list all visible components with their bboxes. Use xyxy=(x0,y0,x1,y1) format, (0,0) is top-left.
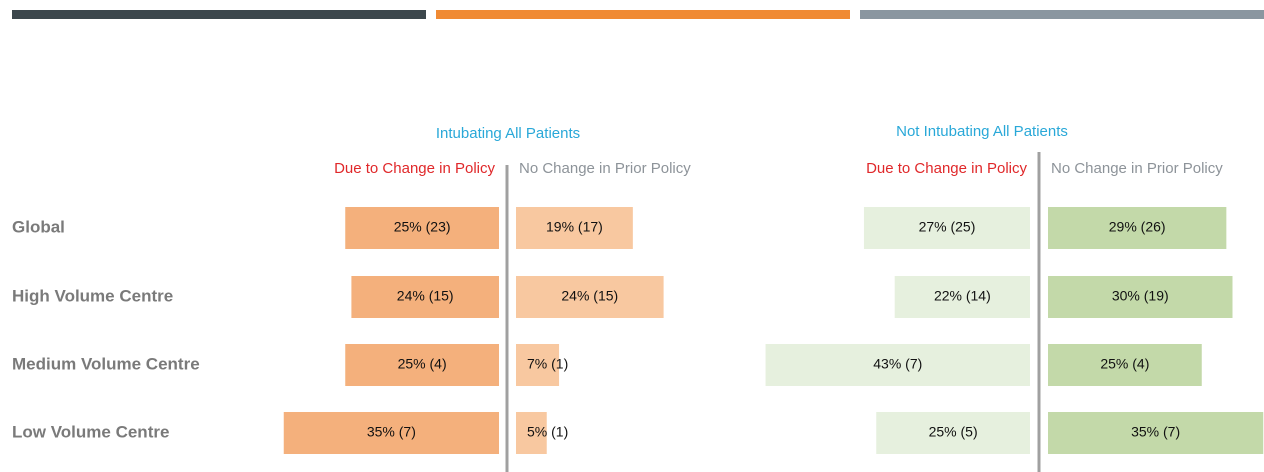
bar xyxy=(1048,207,1227,249)
bar xyxy=(516,276,664,318)
value-label: 25% (4) xyxy=(398,356,447,372)
value-label: 29% (26) xyxy=(1109,219,1166,235)
group-title: Not Intubating All Patients xyxy=(896,123,1068,140)
category-label: Low Volume Centre xyxy=(12,422,169,441)
category-label: Global xyxy=(12,217,65,236)
bar xyxy=(516,412,547,454)
bar xyxy=(516,344,560,386)
bar xyxy=(863,207,1030,249)
bar xyxy=(765,344,1030,386)
value-label: 25% (23) xyxy=(394,219,451,235)
bar xyxy=(876,412,1030,454)
value-label: 35% (7) xyxy=(367,424,416,440)
value-label: 22% (14) xyxy=(934,288,991,304)
header-bar xyxy=(860,10,1264,19)
value-label: 35% (7) xyxy=(1131,424,1180,440)
value-label: 25% (5) xyxy=(929,424,978,440)
value-label: 30% (19) xyxy=(1112,288,1169,304)
bar xyxy=(351,276,499,318)
bar xyxy=(345,344,499,386)
value-label: 27% (25) xyxy=(919,219,976,235)
header-bar xyxy=(12,10,426,19)
series-label: No Change in Prior Policy xyxy=(1051,160,1223,177)
value-label: 24% (15) xyxy=(561,288,618,304)
bar xyxy=(516,207,633,249)
category-label: High Volume Centre xyxy=(12,286,173,305)
series-label: Due to Change in Policy xyxy=(866,160,1027,177)
value-label: 25% (4) xyxy=(1100,356,1149,372)
category-label: Medium Volume Centre xyxy=(12,354,200,373)
bar xyxy=(283,412,499,454)
bar xyxy=(1048,344,1202,386)
series-label: Due to Change in Policy xyxy=(334,160,495,177)
bar xyxy=(894,276,1030,318)
header-bar xyxy=(436,10,850,19)
value-label: 24% (15) xyxy=(397,288,454,304)
bar xyxy=(1048,412,1264,454)
value-label: 7% (1) xyxy=(527,356,568,372)
value-label: 5% (1) xyxy=(527,424,568,440)
value-label: 43% (7) xyxy=(873,356,922,372)
group-title: Intubating All Patients xyxy=(436,125,580,142)
value-label: 19% (17) xyxy=(546,219,603,235)
series-label: No Change in Prior Policy xyxy=(519,160,691,177)
bar xyxy=(1048,276,1233,318)
bar xyxy=(345,207,499,249)
